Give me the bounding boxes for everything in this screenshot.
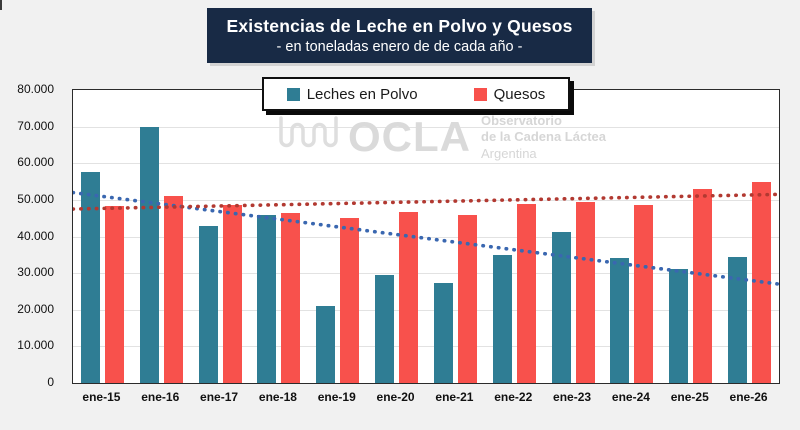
plot-area <box>72 89 780 384</box>
trendlines-layer <box>73 190 779 286</box>
gridline <box>73 236 779 238</box>
legend-item-leches-en-polvo: Leches en Polvo <box>286 85 418 103</box>
legend-swatch-icon <box>473 87 487 101</box>
y-axis-label: 20.000 <box>17 301 54 316</box>
x-axis-label: ene-20 <box>376 390 415 404</box>
category-group-ene-24 <box>603 90 662 383</box>
y-axis-label: 10.000 <box>17 338 54 353</box>
gridline <box>73 273 779 275</box>
chart-title-box: Existencias de Leche en Polvo y Quesos -… <box>207 8 592 63</box>
y-axis-label: 30.000 <box>17 265 54 280</box>
bar-leches-en-polvo <box>375 274 395 383</box>
y-axis-label: 50.000 <box>17 191 54 206</box>
x-axis-label: ene-17 <box>200 390 239 404</box>
bar-leches-en-polvo <box>728 256 748 383</box>
x-axis-label: ene-24 <box>611 390 650 404</box>
gridline <box>73 126 779 128</box>
bar-quesos <box>516 203 536 383</box>
category-group-ene-15 <box>73 90 132 383</box>
bar-leches-en-polvo <box>316 306 336 383</box>
bar-quesos <box>399 211 419 383</box>
bar-quesos <box>281 212 301 383</box>
bar-leches-en-polvo <box>433 283 453 383</box>
category-group-ene-18 <box>250 90 309 383</box>
y-axis-label: 0 <box>47 375 54 389</box>
bar-quesos <box>693 188 713 383</box>
bar-leches-en-polvo <box>198 225 218 383</box>
bar-quesos <box>634 205 654 383</box>
x-axis-label: ene-18 <box>258 390 297 404</box>
gridline <box>73 163 779 165</box>
category-group-ene-19 <box>308 90 367 383</box>
category-group-ene-22 <box>485 90 544 383</box>
legend-label: Leches en Polvo <box>306 85 418 103</box>
bar-leches-en-polvo <box>492 254 512 383</box>
bar-leches-en-polvo <box>610 258 630 383</box>
gridline <box>73 199 779 201</box>
bar-quesos <box>575 201 595 383</box>
bar-leches-en-polvo <box>80 172 100 383</box>
trendline-quesos <box>73 192 779 211</box>
bar-leches-en-polvo <box>139 126 159 383</box>
x-axis-label: ene-23 <box>553 390 592 404</box>
category-group-ene-23 <box>544 90 603 383</box>
trendline-leches-en-polvo <box>73 190 779 286</box>
category-group-ene-17 <box>191 90 250 383</box>
x-axis-label: ene-26 <box>729 390 768 404</box>
gridline <box>73 309 779 311</box>
category-group-ene-21 <box>426 90 485 383</box>
category-group-ene-16 <box>132 90 191 383</box>
bar-leches-en-polvo <box>669 269 689 383</box>
x-axis-label: ene-15 <box>82 390 121 404</box>
x-axis: ene-15 ene-16 ene-17 ene-18 ene-19 ene-20 ene-… <box>72 390 778 410</box>
bar-leches-en-polvo <box>257 214 277 383</box>
chart-subtitle: - en toneladas enero de de cada año - <box>276 39 523 55</box>
bars-layer <box>73 90 779 383</box>
legend-label: Quesos <box>493 85 546 103</box>
x-axis-label: ene-19 <box>317 390 356 404</box>
x-axis-label: ene-22 <box>494 390 533 404</box>
window-corner-artifact <box>0 0 2 10</box>
gridline <box>73 346 779 348</box>
y-axis-label: 70.000 <box>17 118 54 133</box>
bar-quesos <box>104 206 124 383</box>
y-axis: 80.000 70.000 60.000 50.000 40.000 30.000 20.0… <box>0 83 58 388</box>
x-axis-label: ene-16 <box>141 390 180 404</box>
bar-quesos <box>163 196 183 383</box>
category-group-ene-25 <box>661 90 720 383</box>
legend-swatch-icon <box>286 87 300 101</box>
x-axis-label: ene-25 <box>670 390 709 404</box>
y-axis-label: 40.000 <box>17 228 54 243</box>
legend-item-quesos: Quesos <box>473 85 546 103</box>
category-group-ene-20 <box>367 90 426 383</box>
x-axis-label: ene-21 <box>435 390 474 404</box>
chart-title: Existencias de Leche en Polvo y Quesos <box>226 16 573 36</box>
bar-leches-en-polvo <box>551 231 571 383</box>
chart-legend: Leches en Polvo Quesos <box>262 77 570 111</box>
y-axis-label: 60.000 <box>17 155 54 170</box>
y-axis-label: 80.000 <box>17 82 54 96</box>
bar-quesos <box>457 215 477 383</box>
bar-quesos <box>340 218 360 383</box>
bar-quesos <box>222 205 242 383</box>
